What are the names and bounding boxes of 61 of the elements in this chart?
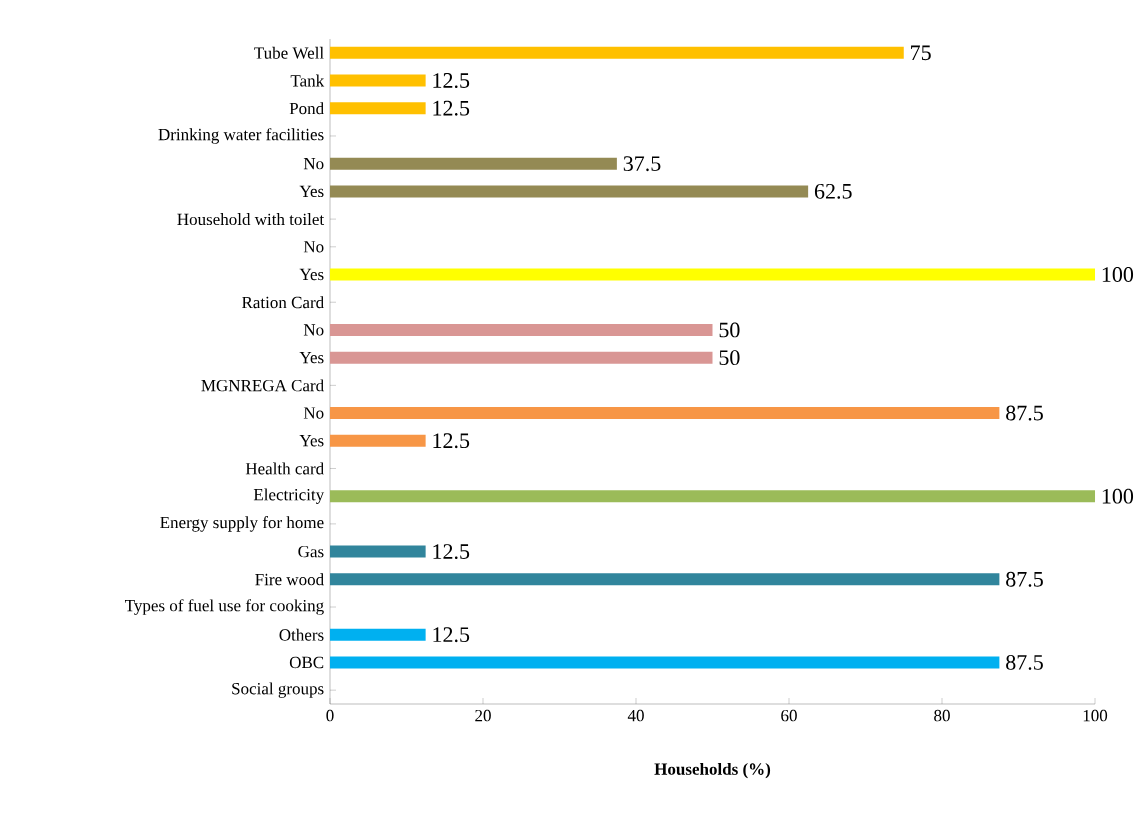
y-tick-label: Ration Card	[242, 296, 324, 309]
bar	[330, 490, 1096, 503]
y-tick-label: Pond	[289, 102, 324, 115]
x-tick-label: 80	[934, 709, 950, 722]
x-tick-label: 60	[781, 709, 797, 722]
x-tick-label: 40	[627, 709, 644, 722]
y-tick-label: Drinking water facilities	[158, 128, 324, 144]
y-tick-label: No	[303, 241, 324, 253]
y-tick-label: Tube Well	[254, 46, 324, 59]
bar	[330, 102, 426, 115]
data-label: 37.5	[623, 156, 661, 172]
y-tick-label: Types of fuel use for cooking	[125, 599, 324, 615]
y-tick-label: OBC	[289, 656, 324, 669]
bar	[330, 323, 713, 336]
bar	[330, 656, 1000, 669]
y-tick-label: Electricity	[253, 488, 325, 504]
data-label: 12.5	[433, 100, 470, 116]
data-label: 12.5	[433, 627, 470, 643]
y-tick-label: Household with toilet	[177, 213, 325, 226]
bar	[330, 434, 426, 447]
bar	[330, 157, 617, 170]
y-tick-label: No	[303, 158, 324, 170]
y-tick-label: Energy supply for home	[160, 516, 324, 532]
y-tick-label: Tank	[290, 74, 325, 87]
data-label: 12.5	[433, 433, 470, 449]
y-tick-label: Health card	[245, 462, 324, 475]
data-label: 100	[1102, 267, 1134, 282]
y-tick-label: Fire wood	[255, 573, 324, 586]
bar	[330, 185, 809, 198]
data-label: 50	[719, 350, 740, 366]
y-tick-label: MGNREGA Card	[201, 379, 324, 392]
bar	[330, 46, 904, 59]
y-tick-label: Others	[279, 628, 324, 641]
bar	[330, 351, 713, 364]
data-label: 50	[719, 322, 740, 338]
data-label: 12.5	[433, 73, 470, 88]
y-tick-label: Yes	[299, 435, 324, 447]
y-tick-label: Yes	[299, 185, 324, 198]
bar	[330, 573, 1000, 586]
y-tick-label: Social groups	[232, 682, 324, 698]
y-tick-label: Gas	[298, 545, 324, 558]
bar	[330, 268, 1096, 281]
y-tick-label: No	[303, 324, 324, 336]
data-label: 12.5	[433, 544, 470, 560]
data-label: 87.5	[1006, 654, 1043, 670]
data-label: 75	[911, 45, 931, 61]
x-tick-label: 0	[326, 709, 334, 722]
x-tick-label: 100	[1083, 709, 1108, 722]
bar	[330, 407, 1000, 420]
data-label: 100	[1102, 488, 1134, 504]
y-tick-label: No	[303, 407, 324, 419]
data-label: 87.5	[1006, 405, 1043, 421]
x-tick-label: 20	[475, 709, 491, 722]
x-axis-title: Households (%)	[654, 762, 771, 779]
y-tick-label: Yes	[299, 268, 324, 281]
data-label: 87.5	[1006, 571, 1043, 587]
bar	[330, 545, 426, 558]
y-tick-label: Yes	[299, 352, 324, 364]
data-label: 62.5	[814, 183, 852, 199]
bar	[330, 628, 426, 641]
bar	[330, 74, 426, 87]
